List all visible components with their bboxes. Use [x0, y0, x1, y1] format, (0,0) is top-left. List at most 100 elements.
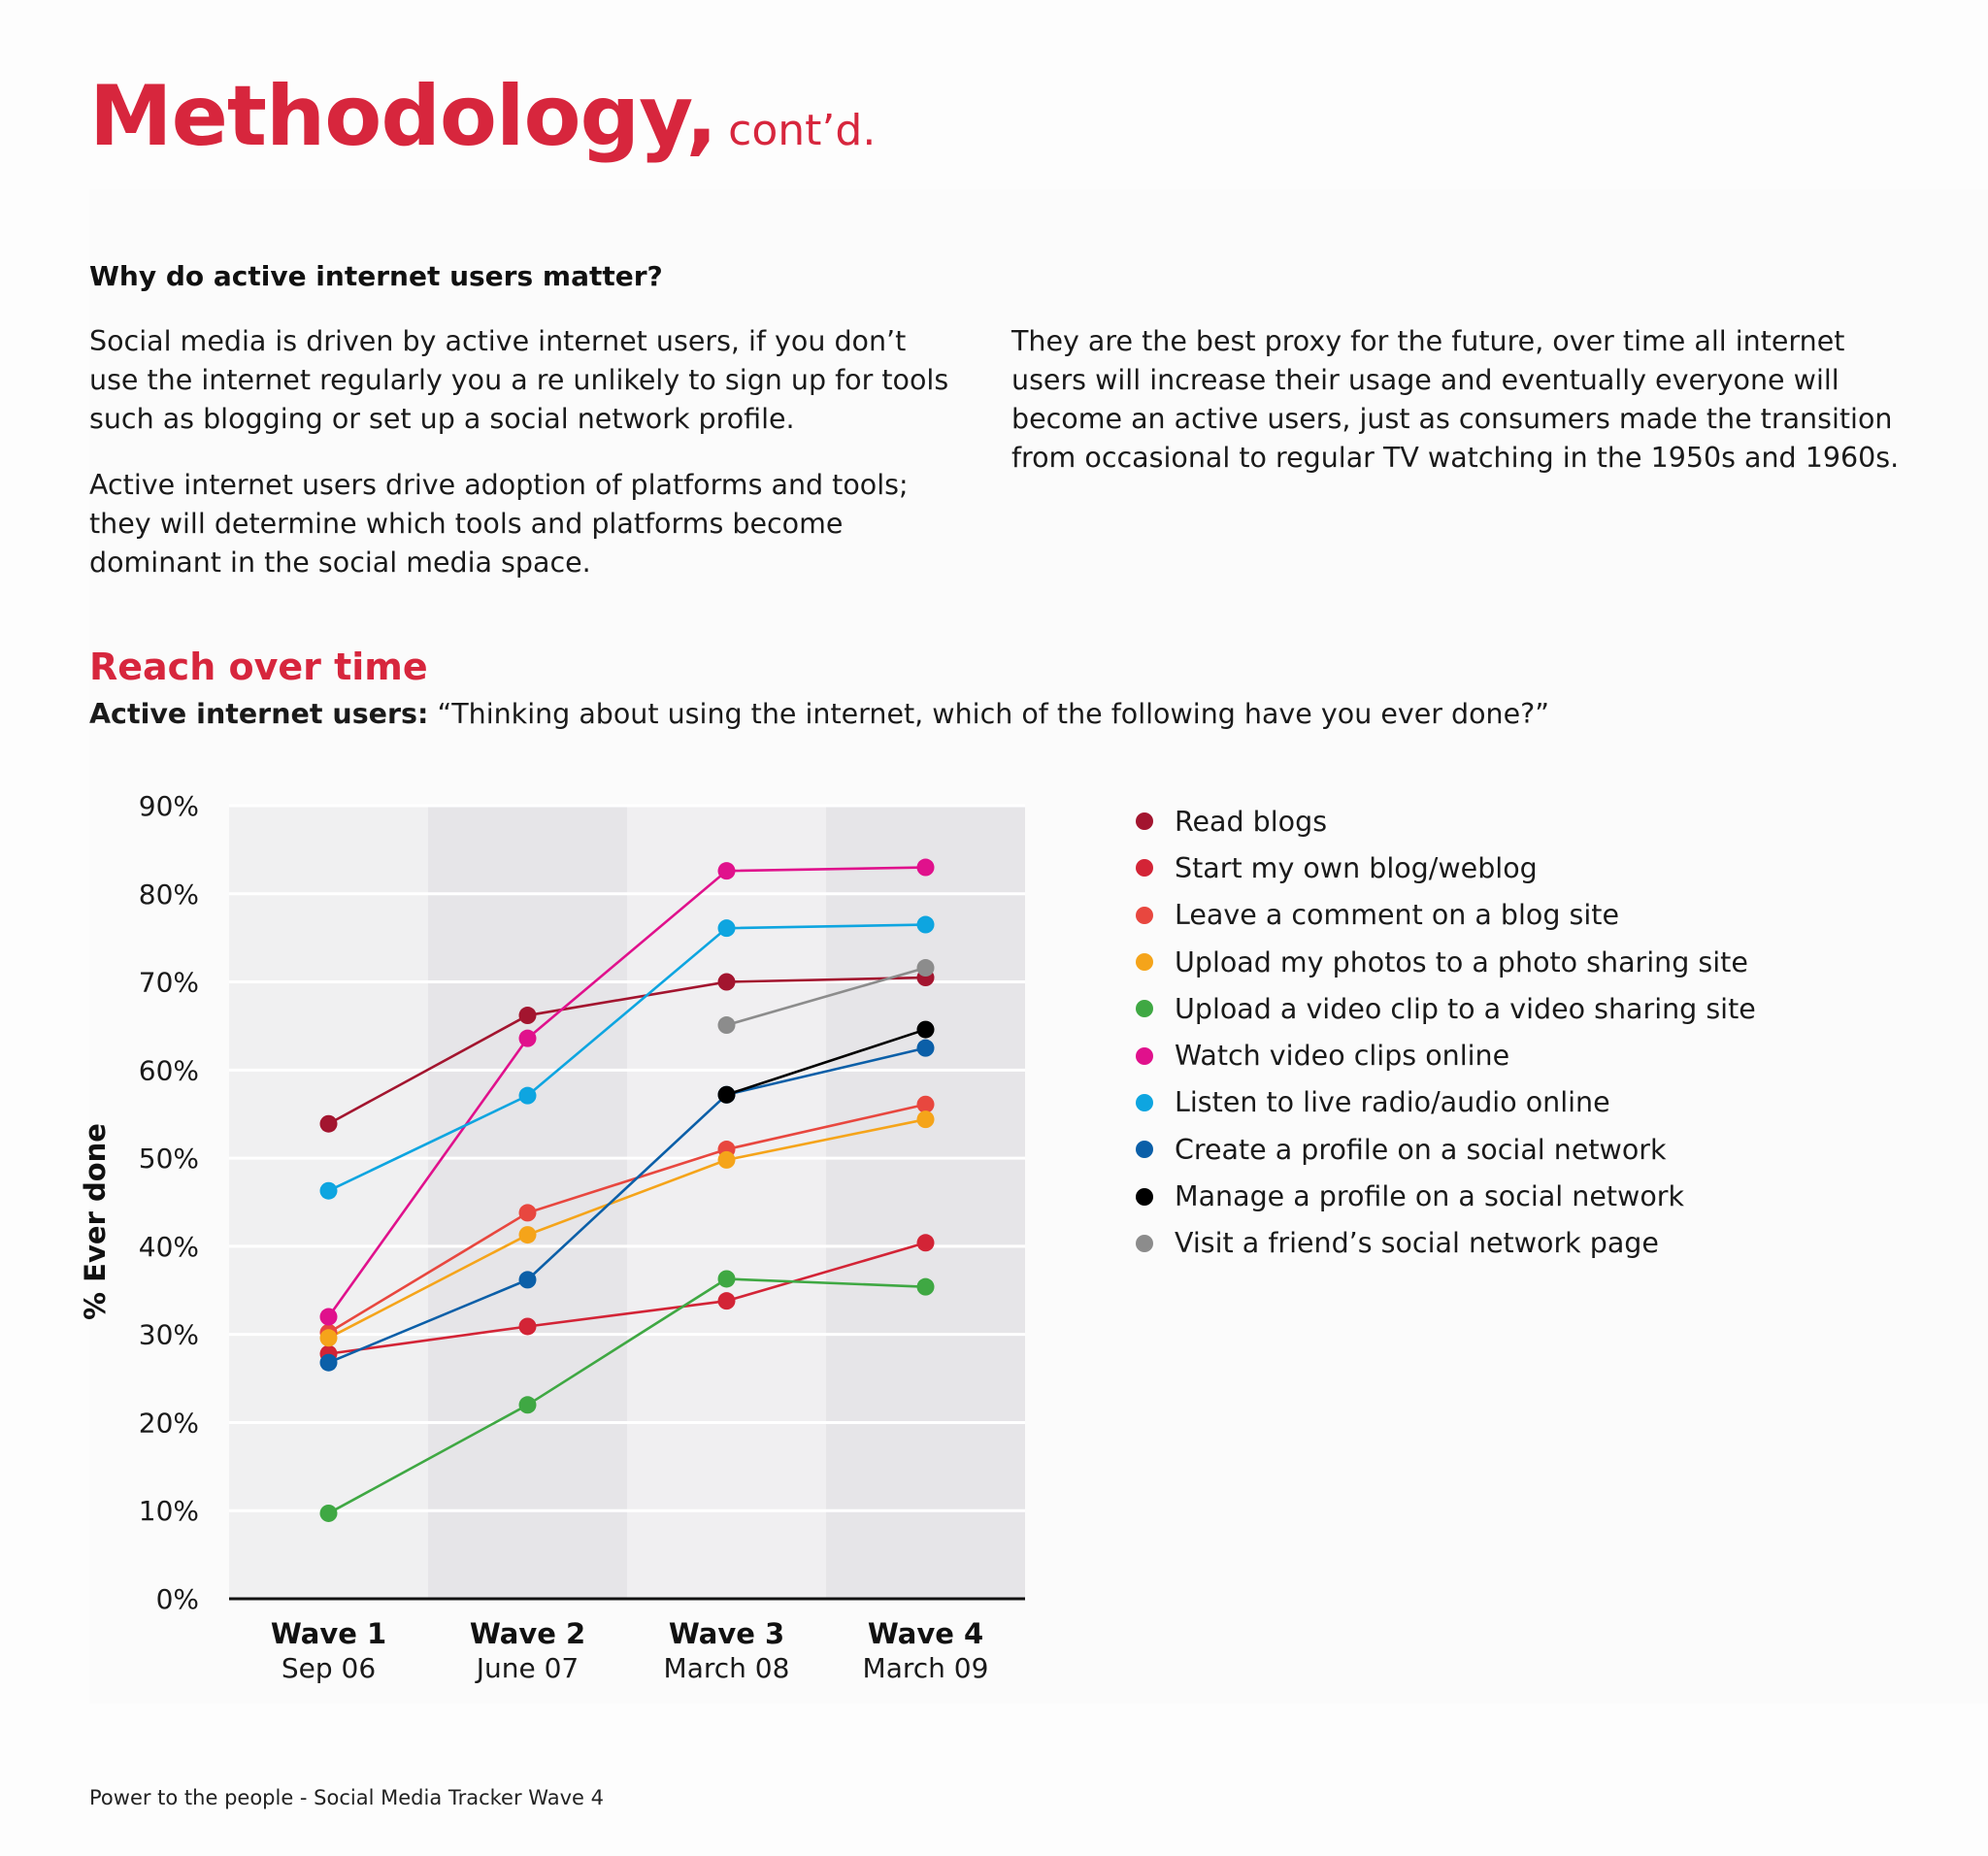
y-tick-label: 60%	[139, 1054, 199, 1086]
legend-marker	[1136, 906, 1153, 924]
y-tick-label: 30%	[139, 1319, 199, 1351]
legend-marker	[1136, 812, 1153, 831]
series-point-3-2	[717, 1150, 736, 1169]
series-point-4-1	[518, 1396, 537, 1414]
page-title: Methodology, cont’d.	[89, 68, 876, 165]
legend-item: Manage a profile on a social network	[1136, 1173, 1756, 1219]
legend-item: Upload a video clip to a video sharing s…	[1136, 985, 1756, 1032]
legend-label: Manage a profile on a social network	[1175, 1180, 1685, 1213]
series-point-3-0	[319, 1329, 338, 1347]
y-tick-label: 10%	[139, 1495, 199, 1527]
legend-label: Listen to live radio/audio online	[1175, 1086, 1610, 1119]
x-tick-label: Wave 2	[470, 1617, 585, 1650]
chart-column-band	[229, 806, 428, 1599]
legend-label: Create a profile on a social network	[1175, 1133, 1667, 1166]
legend-label: Upload my photos to a photo sharing site	[1175, 945, 1748, 978]
series-point-6-1	[518, 1086, 537, 1105]
series-line-4	[327, 1277, 926, 1515]
series-line-1	[328, 1242, 926, 1355]
y-axis-label: % Ever done	[79, 1123, 112, 1320]
series-line-5	[327, 866, 926, 1318]
series-point-7-0	[319, 1353, 338, 1372]
series-line-2	[327, 1103, 926, 1334]
page-title-main: Methodology,	[89, 68, 717, 165]
y-tick-label: 20%	[139, 1407, 199, 1439]
y-tick-label: 40%	[139, 1231, 199, 1263]
intro-paragraph-1: Social media is driven by active interne…	[89, 325, 949, 435]
series-line-3	[327, 1117, 926, 1340]
y-tick-label: 70%	[139, 967, 199, 999]
intro-question: Why do active internet users matter?	[89, 260, 663, 292]
legend-marker	[1136, 1000, 1153, 1018]
series-point-1-3	[916, 1234, 935, 1252]
intro-paragraph-3: They are the best proxy for the future, …	[1011, 325, 1900, 474]
series-line-0	[327, 976, 926, 1125]
legend-item: Upload my photos to a photo sharing site	[1136, 939, 1756, 985]
series-point-2-3	[916, 1095, 935, 1113]
section-subtitle-bold: Active internet users:	[89, 698, 429, 730]
x-tick-label: Wave 4	[868, 1617, 983, 1650]
series-point-1-2	[717, 1292, 736, 1310]
legend-label: Visit a friend’s social network page	[1175, 1227, 1659, 1260]
section-subtitle: Active internet users: “Thinking about u…	[89, 698, 1549, 730]
chart-column-band	[428, 806, 627, 1599]
series-point-6-2	[717, 919, 736, 938]
series-point-6-0	[319, 1181, 338, 1200]
section-subtitle-text: “Thinking about using the internet, whic…	[428, 698, 1550, 730]
y-tick-label: 50%	[139, 1143, 199, 1175]
legend-item: Watch video clips online	[1136, 1032, 1756, 1078]
legend-item: Read blogs	[1136, 798, 1756, 845]
series-point-9-2	[717, 1016, 736, 1035]
x-tick-label: Wave 3	[669, 1617, 784, 1650]
series-line-7	[328, 1046, 926, 1364]
series-point-7-1	[518, 1271, 537, 1289]
series-line-6	[327, 923, 926, 1192]
x-tick-sublabel: Sep 06	[282, 1652, 376, 1684]
chart-legend: Read blogs Start my own blog/weblog Leave …	[1136, 798, 1756, 1267]
series-point-4-0	[319, 1504, 338, 1522]
series-point-5-0	[319, 1308, 338, 1326]
legend-marker	[1136, 1093, 1153, 1111]
series-point-9-3	[916, 959, 935, 978]
legend-label: Upload a video clip to a video sharing s…	[1175, 992, 1756, 1025]
series-point-0-0	[319, 1114, 338, 1133]
chart-column-band	[826, 806, 1025, 1599]
x-tick-sublabel: March 08	[664, 1652, 790, 1684]
series-point-5-1	[518, 1029, 537, 1047]
legend-item: Create a profile on a social network	[1136, 1126, 1756, 1173]
legend-marker	[1136, 1046, 1153, 1065]
series-point-0-1	[518, 1007, 537, 1025]
intro-paragraph-2: Active internet users drive adoption of …	[89, 469, 909, 579]
section-title: Reach over time	[89, 646, 428, 688]
x-tick-sublabel: June 07	[475, 1652, 580, 1684]
footer-text: Power to the people - Social Media Track…	[89, 1786, 604, 1809]
x-tick-label: Wave 1	[271, 1617, 386, 1650]
legend-marker	[1136, 1141, 1153, 1159]
legend-label: Start my own blog/weblog	[1175, 851, 1538, 884]
series-point-1-1	[518, 1317, 537, 1336]
series-point-4-3	[916, 1277, 935, 1296]
legend-item: Listen to live radio/audio online	[1136, 1079, 1756, 1126]
legend-marker	[1136, 953, 1153, 972]
legend-label: Watch video clips online	[1175, 1040, 1510, 1073]
series-point-0-2	[717, 973, 736, 991]
series-point-5-3	[916, 858, 935, 877]
series-point-5-2	[717, 862, 736, 880]
series-point-6-3	[916, 915, 935, 934]
legend-marker	[1136, 1234, 1153, 1252]
series-point-2-1	[518, 1204, 537, 1222]
legend-item: Start my own blog/weblog	[1136, 845, 1756, 891]
legend-marker	[1136, 859, 1153, 878]
series-point-8-2	[717, 1085, 736, 1104]
legend-item: Visit a friend’s social network page	[1136, 1220, 1756, 1267]
legend-label: Leave a comment on a blog site	[1175, 899, 1619, 932]
series-point-4-2	[717, 1270, 736, 1288]
y-tick-label: 0%	[156, 1583, 199, 1615]
series-point-3-1	[518, 1226, 537, 1244]
series-point-7-3	[916, 1039, 935, 1057]
x-tick-sublabel: March 09	[863, 1652, 989, 1684]
y-tick-label: 80%	[139, 878, 199, 911]
legend-marker	[1136, 1187, 1153, 1206]
series-line-9	[726, 966, 926, 1027]
